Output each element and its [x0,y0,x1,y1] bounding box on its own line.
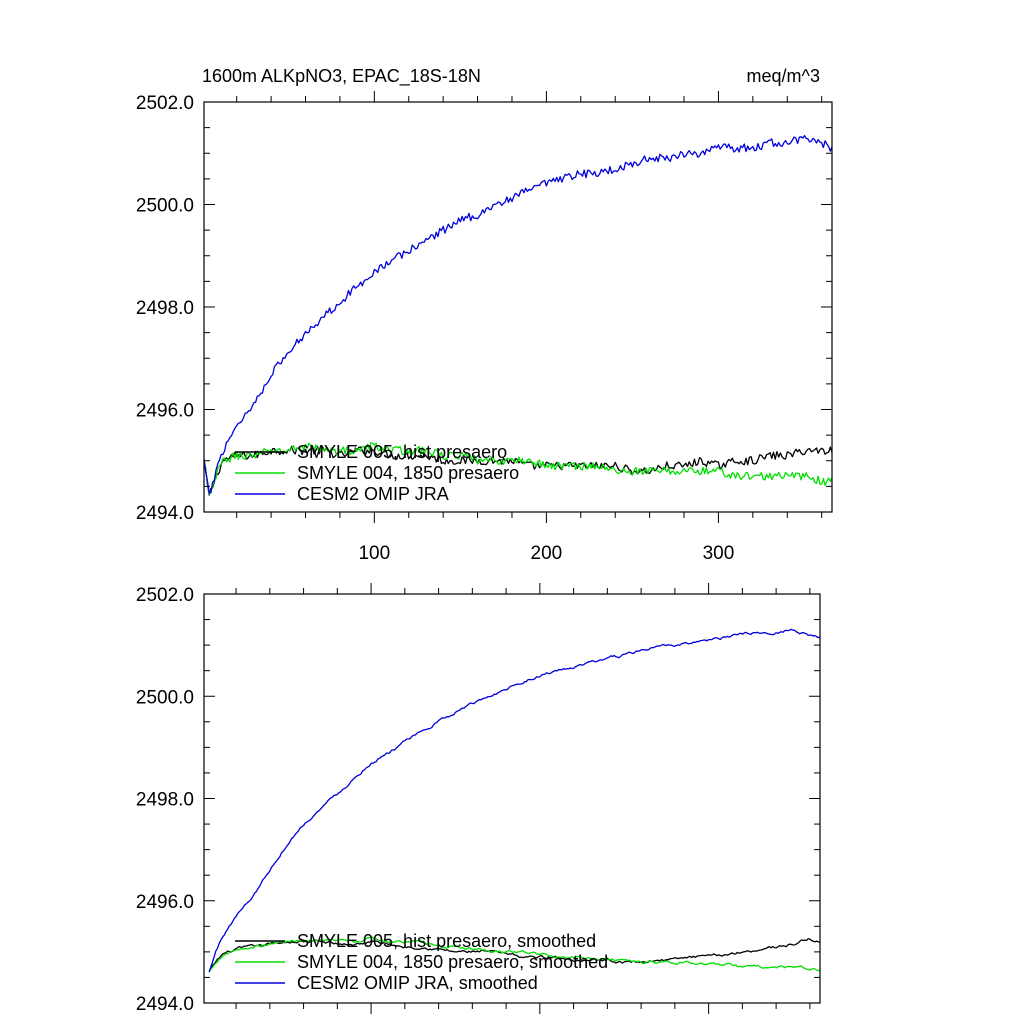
y-tick-label: 2502.0 [136,585,194,606]
chart-units: meq/m^3 [747,66,820,86]
y-tick-label: 2494.0 [136,994,194,1015]
y-tick-label: 2496.0 [136,401,194,422]
legend-label-2: CESM2 OMIP JRA [297,484,449,504]
y-tick-label: 2498.0 [136,790,194,811]
y-tick-label: 2498.0 [136,298,194,319]
y-tick-label: 2500.0 [136,687,194,708]
legend-label-1: SMYLE 004, 1850 presaero, smoothed [297,952,608,972]
y-tick-label: 2500.0 [136,196,194,217]
series-line-0 [208,938,821,973]
chart-title: 1600m ALKpNO3, EPAC_18S-18N [202,66,481,87]
legend-label-0: SMYLE 005, hist presaero [297,442,507,462]
y-tick-label: 2502.0 [136,93,194,114]
y-tick-label: 2494.0 [136,503,194,524]
x-tick-label: 300 [703,543,735,564]
top-panel: 2494.0 2496.0 2498.0 2500.0 2502.0 100 200 300 S… [136,91,833,564]
x-tick-label: 100 [358,543,390,564]
series-line-1 [208,936,821,973]
series-line-2 [203,134,833,494]
series-line-1 [203,442,833,495]
legend-label-2: CESM2 OMIP JRA, smoothed [297,973,538,993]
x-tick-label: 200 [531,543,563,564]
legend-label-1: SMYLE 004, 1850 presaero [297,463,519,483]
y-tick-label: 2496.0 [136,892,194,913]
bottom-panel: 2494.0 2496.0 2498.0 2500.0 2502.0 SMYLE 005,… [136,583,821,1015]
legend-label-0: SMYLE 005, hist presaero, smoothed [297,931,596,951]
series-line-2 [208,628,821,973]
